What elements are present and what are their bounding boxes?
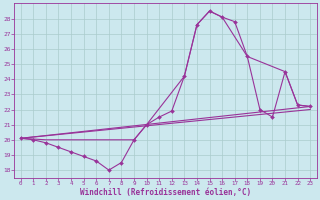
X-axis label: Windchill (Refroidissement éolien,°C): Windchill (Refroidissement éolien,°C) [80, 188, 251, 197]
